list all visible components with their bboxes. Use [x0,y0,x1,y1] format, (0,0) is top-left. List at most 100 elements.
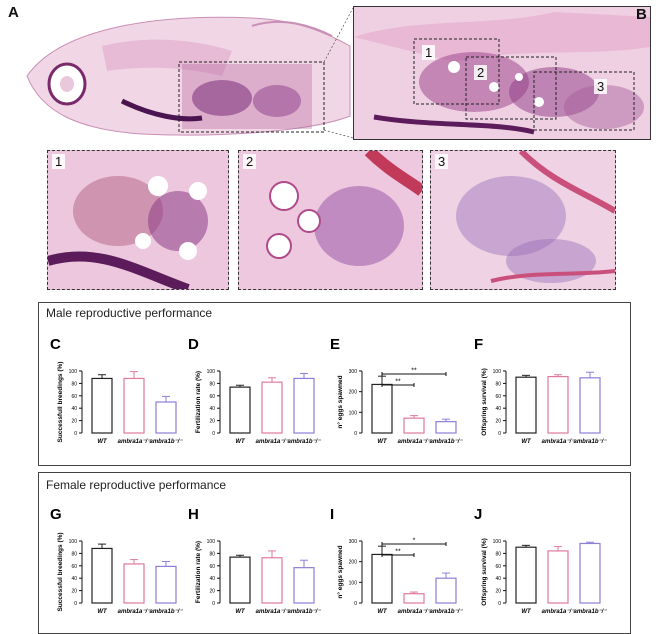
fish-section-drawing [26,16,351,136]
y-tick-label: 80 [71,381,77,387]
x-tick-label: ambra1b⁻/⁻ [573,609,607,615]
y-tick-label: 60 [495,394,501,400]
panel-label-b: B [636,6,647,23]
chart-h: H 0 20 40 60 80 100 Fertilization rate (%) WT amb… [188,506,321,615]
bar-wt [515,546,537,604]
x-tick-label: ambra1b⁻/⁻ [429,439,463,445]
chart-i: I 0 100 200 300 n° eggs spawned WT ambra1a⁻/⁻ am… [330,506,463,615]
y-tick-label: 100 [493,369,502,375]
y-tick-label: 0 [74,431,77,437]
x-tick-label: ambra1b⁻/⁻ [573,439,607,445]
chart-g: G 0 20 40 60 80 100 Successful breedings (%) WT a… [50,506,183,615]
chart-c: C 0 20 40 60 80 100 Successfull breedings (%) WT… [50,336,183,445]
bar-ambra1a [547,375,569,434]
significance-label: * [413,538,416,545]
y-tick-label: 100 [207,539,216,545]
x-tick-label: WT [521,439,532,445]
significance-label: ** [395,549,401,556]
bar-ambra1b [293,377,315,434]
y-tick-label: 100 [207,369,216,375]
x-tick-label: ambra1a⁻/⁻ [118,609,152,615]
bar-wt [371,553,393,604]
y-tick-label: 80 [71,551,77,557]
y-tick-label: 20 [495,419,501,425]
y-tick-label: 40 [209,576,215,582]
region-1-label: 1 [422,45,436,60]
y-tick-label: 40 [71,576,77,582]
y-tick-label: 100 [349,580,358,586]
panel-label-f: F [474,336,483,353]
inset-3-label: 3 [435,154,449,169]
y-tick-label: 60 [71,394,77,400]
significance-label: ** [411,368,417,375]
y-tick-label: 0 [498,601,501,607]
y-tick-label: 0 [354,431,357,437]
y-tick-label: 100 [349,410,358,416]
bar-wt [91,547,113,604]
bar-ambra1a [123,377,145,434]
y-tick-label: 100 [69,539,78,545]
histology-inset-1: 1 [47,150,229,290]
x-tick-label: ambra1b⁻/⁻ [287,439,321,445]
x-tick-label: WT [97,609,108,615]
bar-wt [229,386,251,434]
y-axis-label: Successful breedings (%) [57,532,64,611]
y-tick-label: 80 [495,381,501,387]
y-tick-label: 80 [495,551,501,557]
panel-label-c: C [50,336,61,353]
y-axis-label: Successfull breedings (%) [57,362,64,443]
x-tick-label: ambra1b⁻/⁻ [149,609,183,615]
bar-wt [515,376,537,434]
y-tick-label: 0 [212,431,215,437]
y-tick-label: 40 [495,406,501,412]
bar-ambra1b [435,577,457,604]
x-tick-label: ambra1b⁻/⁻ [287,609,321,615]
bar-ambra1a [261,381,283,434]
x-tick-label: WT [521,609,532,615]
y-tick-label: 40 [71,406,77,412]
y-tick-label: 0 [354,601,357,607]
zoom-connector-lines [323,7,354,139]
region-2-label: 2 [474,65,488,80]
bar-ambra1b [435,421,457,434]
y-axis-label: Fertilization rate (%) [195,541,202,603]
y-tick-label: 100 [69,369,78,375]
male-section-title: Male reproductive performance [46,306,213,320]
y-tick-label: 80 [209,551,215,557]
x-tick-label: WT [377,609,388,615]
bar-ambra1b [155,565,177,604]
bar-ambra1b [293,567,315,604]
female-section-title: Female reproductive performance [46,478,227,492]
x-tick-label: ambra1a⁻/⁻ [398,439,432,445]
x-tick-label: ambra1a⁻/⁻ [398,609,432,615]
y-tick-label: 80 [209,381,215,387]
y-tick-label: 20 [209,419,215,425]
bar-wt [229,556,251,604]
y-tick-label: 300 [349,539,358,545]
histology-zoom-b: 1 2 3 [353,6,651,140]
bar-ambra1b [579,542,601,604]
bar-ambra1a [123,563,145,604]
bar-ambra1a [403,417,425,434]
x-tick-label: ambra1b⁻/⁻ [429,609,463,615]
bar-ambra1a [403,593,425,604]
y-axis-label: n° eggs spawned [336,545,344,598]
male-section-box [38,302,631,466]
panel-label-j: J [474,506,482,523]
y-tick-label: 0 [74,601,77,607]
panel-label-a: A [8,4,19,21]
panel-label-h: H [188,506,199,523]
panel-label-i: I [330,506,334,523]
bar-ambra1a [547,550,569,604]
y-tick-label: 60 [495,564,501,570]
y-tick-label: 20 [209,589,215,595]
panel-label-e: E [330,336,340,353]
significance-label: ** [395,379,401,386]
region-3-label: 3 [594,79,608,94]
bar-wt [91,377,113,434]
y-tick-label: 0 [212,601,215,607]
y-tick-label: 20 [495,589,501,595]
bar-ambra1a [261,557,283,604]
chart-e: E 0 100 200 300 n° eggs spawned WT ambra1a⁻/⁻ am… [330,336,463,445]
